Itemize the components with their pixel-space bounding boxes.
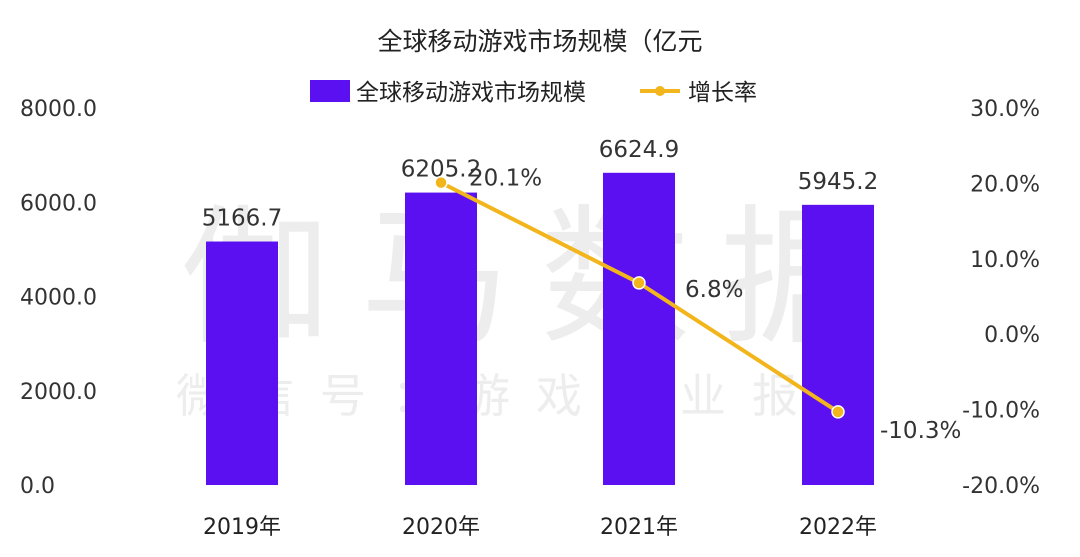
- line-value-label: -10.3%: [880, 418, 961, 444]
- right-tick-label: -20.0%: [962, 474, 1040, 499]
- left-tick-label: 6000.0: [20, 191, 97, 216]
- left-tick-label: 8000.0: [20, 97, 97, 122]
- bar: [802, 204, 874, 485]
- right-tick-label: 30.0%: [970, 97, 1040, 122]
- line-point: [831, 405, 845, 419]
- right-tick-label: 20.0%: [970, 172, 1040, 197]
- chart-title: 全球移动游戏市场规模（亿元: [377, 27, 702, 56]
- line-point: [434, 175, 448, 190]
- right-tick-label: -10.0%: [962, 399, 1040, 424]
- watermark-main-text: 伽马数据: [180, 192, 900, 366]
- line-point: [632, 276, 646, 290]
- x-axis: 2019年 2020年 2021年 2022年: [203, 515, 877, 540]
- line-value-label: 6.8%: [685, 277, 743, 303]
- left-tick-label: 2000.0: [20, 380, 97, 405]
- watermark-sub-text: 微信号：游戏产业报: [176, 369, 824, 423]
- legend-line-label: 增长率: [688, 80, 757, 106]
- category-label: 2021年: [600, 515, 678, 540]
- legend-bar-label: 全球移动游戏市场规模: [356, 80, 586, 106]
- bar: [405, 192, 477, 485]
- bar-value-label: 5166.7: [202, 206, 282, 232]
- legend-bar-swatch: [310, 80, 350, 102]
- left-tick-label: 4000.0: [20, 286, 97, 311]
- bar-value-label: 5945.2: [798, 169, 878, 195]
- watermark: 伽马数据 微信号：游戏产业报: [176, 192, 900, 423]
- category-label: 2020年: [402, 515, 480, 540]
- bar: [603, 172, 675, 486]
- legend: 全球移动游戏市场规模 增长率: [310, 80, 757, 106]
- left-tick-label: 0.0: [20, 474, 55, 499]
- category-label: 2022年: [799, 515, 877, 540]
- category-label: 2019年: [203, 515, 281, 540]
- left-axis: 0.0 2000.0 4000.0 6000.0 8000.0: [20, 97, 97, 499]
- bar: [206, 241, 278, 485]
- line-series: 20.1% 6.8% -10.3%: [434, 166, 961, 444]
- right-axis: -20.0% -10.0% 0.0% 10.0% 20.0% 30.0%: [962, 97, 1040, 499]
- right-tick-label: 0.0%: [984, 323, 1040, 348]
- line-value-label: 20.1%: [469, 166, 542, 192]
- bar-value-label: 6624.9: [599, 137, 679, 163]
- right-tick-label: 10.0%: [970, 248, 1040, 273]
- legend-line-marker: [655, 86, 665, 96]
